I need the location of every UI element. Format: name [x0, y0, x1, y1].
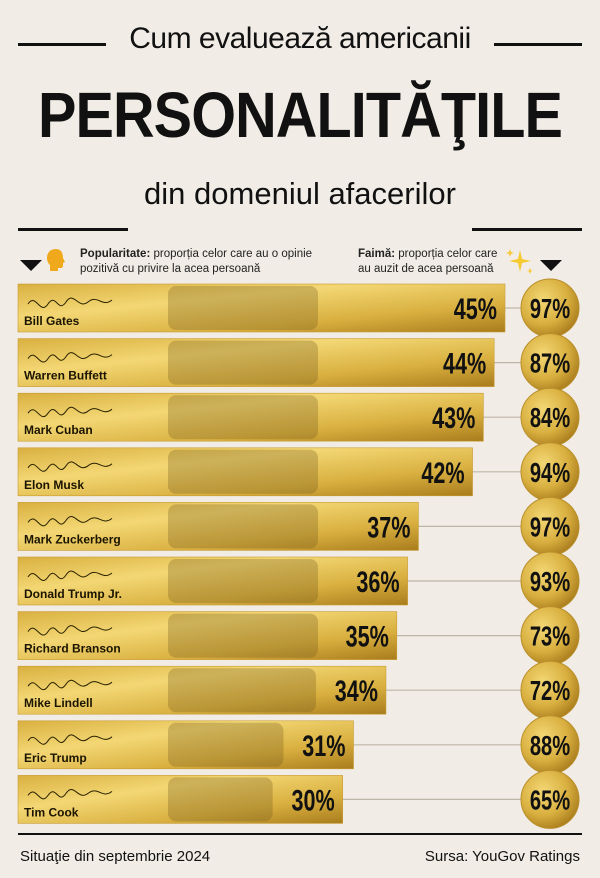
fame-value: 94%	[530, 458, 571, 489]
signature-image	[27, 734, 113, 745]
person-name: Eric Trump	[24, 751, 87, 765]
fame-coin	[520, 769, 580, 829]
popularity-value: 45%	[454, 291, 497, 325]
portrait-image	[168, 395, 318, 440]
fame-value: 72%	[530, 676, 571, 707]
popularity-value: 42%	[421, 455, 464, 489]
portrait-image	[168, 777, 273, 822]
person-name: Warren Buffett	[24, 369, 107, 383]
portrait-image	[168, 504, 318, 549]
person-name: Mark Cuban	[24, 423, 93, 437]
portrait-image	[168, 613, 318, 658]
popularity-text: proporția celor care au o opinie pozitiv…	[80, 248, 313, 275]
fame-text: proporția celor care au auzit de acea pe…	[358, 248, 498, 275]
sparkles-icon	[506, 249, 533, 274]
popularity-legend: Popularitate: proporția celor care au o …	[80, 247, 330, 277]
person-name: Donald Trump Jr.	[24, 587, 122, 601]
title-top: Cum evaluează americanii	[129, 22, 471, 55]
title-rule-right	[494, 43, 582, 46]
portrait-image	[168, 449, 318, 494]
fame-value: 97%	[530, 512, 571, 543]
fame-value: 87%	[530, 348, 571, 379]
signature-image	[27, 788, 113, 800]
popularity-bar	[17, 338, 495, 387]
popularity-value: 37%	[367, 510, 410, 544]
person-name: Elon Musk	[24, 478, 84, 492]
portrait-image	[168, 668, 316, 713]
popularity-value: 34%	[335, 674, 378, 708]
popularity-bar	[17, 502, 419, 551]
fame-value: 65%	[530, 785, 571, 816]
popularity-value: 36%	[356, 564, 399, 598]
signature-image	[27, 625, 113, 636]
signature-image	[27, 406, 113, 418]
head-icon	[47, 249, 65, 271]
popularity-arrow-icon	[20, 260, 42, 271]
person-name: Mike Lindell	[24, 696, 93, 710]
footer-rule	[18, 833, 582, 835]
footer-date: Situaţie din septembrie 2024	[20, 848, 211, 865]
signature-image	[27, 570, 113, 581]
signature-image	[27, 461, 113, 472]
footer-source: Sursa: YouGov Ratings	[424, 848, 580, 865]
portrait-image	[168, 722, 284, 767]
fame-legend: Faimă: proporția celor care au auzit de …	[358, 247, 513, 277]
fame-value: 88%	[530, 731, 571, 762]
popularity-bar	[17, 665, 387, 715]
popularity-bar	[17, 720, 354, 770]
fame-arrow-icon	[540, 260, 562, 271]
signature-image	[27, 297, 113, 308]
fame-value: 97%	[530, 294, 571, 325]
fame-label: Faimă:	[358, 248, 396, 260]
popularity-value: 31%	[302, 728, 345, 762]
popularity-label: Popularitate:	[80, 248, 151, 260]
legend-rule-left	[18, 228, 128, 231]
popularity-value: 35%	[346, 619, 389, 653]
popularity-bar	[17, 447, 473, 497]
person-name: Bill Gates	[24, 314, 80, 328]
person-name: Tim Cook	[24, 805, 79, 819]
popularity-bar	[17, 556, 408, 606]
popularity-value: 30%	[291, 783, 334, 817]
signature-image	[27, 352, 113, 363]
legend-rule-right	[472, 228, 582, 231]
portrait-image	[168, 559, 318, 603]
title-rule-left	[18, 43, 106, 46]
fame-value: 93%	[530, 567, 571, 598]
signature-image	[27, 515, 113, 527]
popularity-value: 43%	[432, 401, 475, 435]
person-name: Mark Zuckerberg	[24, 532, 121, 546]
popularity-bar	[17, 392, 484, 442]
popularity-value: 44%	[443, 346, 486, 380]
popularity-bar	[17, 611, 398, 660]
person-name: Richard Branson	[24, 642, 121, 656]
popularity-bar	[17, 283, 506, 333]
title-main: PERSONALITĂŢILE	[37, 79, 563, 151]
fame-value: 84%	[530, 403, 571, 434]
portrait-image	[168, 340, 318, 385]
fame-value: 73%	[530, 621, 571, 652]
popularity-bar	[17, 775, 343, 824]
title-sub: din domeniul afacerilor	[144, 176, 456, 211]
portrait-image	[168, 286, 318, 330]
signature-image	[27, 679, 113, 691]
